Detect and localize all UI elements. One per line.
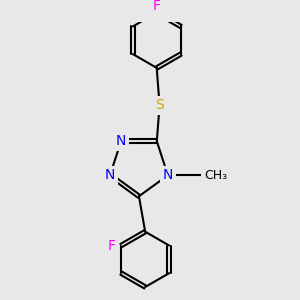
Text: CH₃: CH₃ xyxy=(204,169,227,182)
Text: N: N xyxy=(163,168,173,182)
Text: F: F xyxy=(153,0,161,13)
Text: S: S xyxy=(155,98,164,112)
Text: N: N xyxy=(116,134,126,148)
Text: F: F xyxy=(107,238,116,253)
Text: N: N xyxy=(105,168,115,182)
